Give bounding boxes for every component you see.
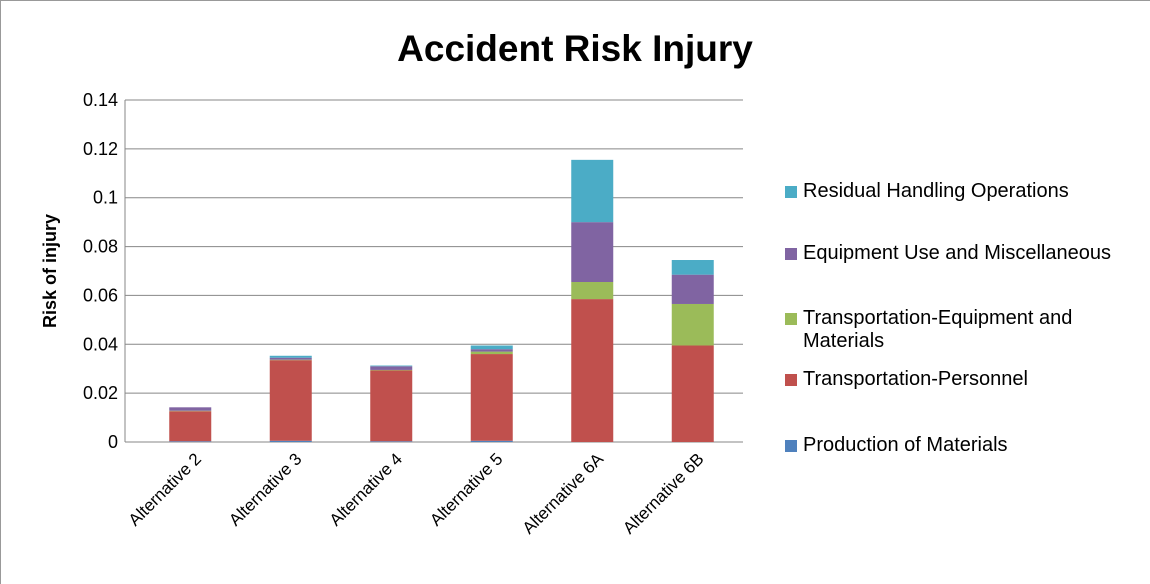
legend-swatch — [785, 186, 797, 198]
y-tick-label: 0.02 — [83, 383, 118, 403]
x-tick-label: Alternative 2 — [125, 449, 205, 529]
y-axis-label: Risk of injury — [40, 214, 60, 328]
legend-label: Residual Handling Operations — [803, 180, 1069, 202]
bar-segment — [470, 345, 513, 350]
bar-segment — [370, 366, 413, 370]
x-tick-label: Alternative 4 — [326, 449, 406, 529]
legend-label: Transportation-Equipment and Materials — [803, 307, 1073, 352]
y-tick-label: 0.14 — [83, 90, 118, 110]
bar-segment — [671, 303, 714, 346]
bar-segment — [370, 441, 413, 442]
bar-segment — [370, 365, 413, 367]
bar-segment — [470, 354, 513, 441]
x-tick-label: Alternative 6A — [519, 449, 608, 538]
bar-segment — [269, 440, 312, 442]
legend: Production of Materials Transportation-Pe… — [785, 0, 1135, 584]
bar-segment — [269, 357, 312, 360]
legend-swatch — [785, 313, 797, 325]
legend-label: Equipment Use and Miscellaneous — [803, 242, 1111, 264]
legend-item: Transportation-Personnel — [785, 368, 1131, 391]
y-tick-label: 0.1 — [93, 188, 118, 208]
bar-segment — [571, 222, 614, 282]
y-tick-label: 0.12 — [83, 139, 118, 159]
x-tick-label: Alternative 3 — [225, 449, 305, 529]
legend-item: Residual Handling Operations — [785, 180, 1131, 203]
chart-title: Accident Risk Injury — [397, 28, 753, 69]
bar-segment — [470, 440, 513, 442]
bar-segment — [571, 281, 614, 300]
bar-segment — [470, 351, 513, 355]
x-tick-label: Alternative 5 — [426, 449, 506, 529]
bar-segment — [370, 370, 413, 442]
bar-segment — [671, 274, 714, 304]
legend-swatch — [785, 440, 797, 452]
x-tick-label: Alternative 6B — [619, 449, 707, 537]
y-tick-label: 0.04 — [83, 334, 118, 354]
bar-segment — [269, 355, 312, 358]
bar-segment — [571, 299, 614, 442]
bar-segment — [169, 407, 212, 411]
y-tick-label: 0 — [108, 432, 118, 452]
bar-segment — [571, 159, 614, 223]
legend-swatch — [785, 374, 797, 386]
bar-segment — [470, 349, 513, 352]
y-tick-label: 0.08 — [83, 237, 118, 257]
legend-item: Equipment Use and Miscellaneous — [785, 242, 1131, 265]
bar-segment — [169, 441, 212, 442]
bar-segment — [671, 260, 714, 275]
legend-label: Transportation-Personnel — [803, 368, 1028, 390]
legend-label: Production of Materials — [803, 434, 1008, 456]
bar-segment — [169, 411, 212, 442]
y-tick-label: 0.06 — [83, 285, 118, 305]
legend-swatch — [785, 248, 797, 260]
legend-item: Production of Materials — [785, 434, 1131, 457]
legend-item: Transportation-Equipment and Materials — [785, 307, 1131, 353]
bar-segment — [269, 360, 312, 441]
bar-segment — [671, 345, 714, 442]
